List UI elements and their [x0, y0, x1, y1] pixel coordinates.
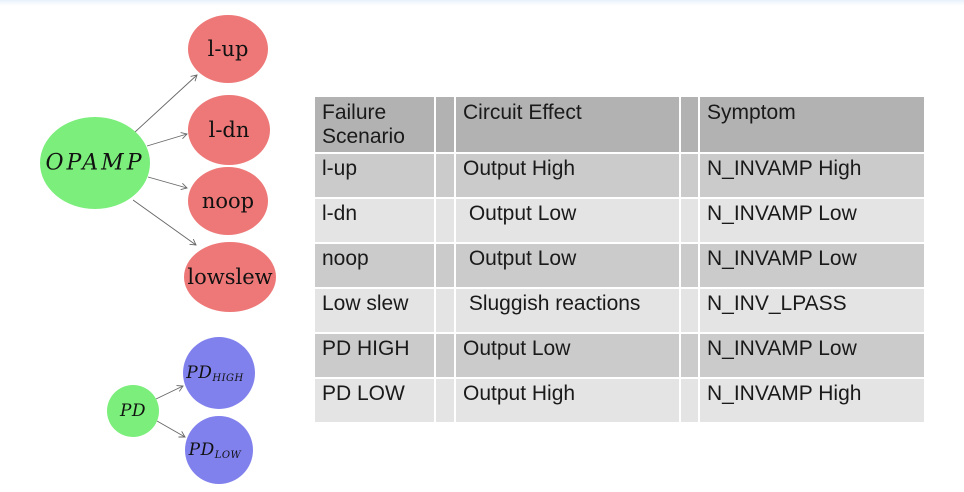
row-spacer-1	[436, 244, 454, 287]
node-pd-low	[185, 416, 253, 484]
header-cell-symptom: Symptom	[700, 97, 924, 152]
edge-opamp-to-noop	[147, 176, 188, 191]
row-spacer-2	[681, 244, 698, 287]
node-label-lowslew: lowslew	[187, 265, 272, 289]
edge-opamp-to-l-up	[134, 74, 198, 133]
row-spacer-2	[681, 289, 698, 332]
node-pd	[107, 385, 159, 437]
cell-symptom: N_INV_LPASS	[700, 289, 924, 332]
cell-scenario: PD HIGH	[315, 334, 434, 377]
header-spacer-1	[436, 97, 454, 152]
node-pd-high	[183, 337, 255, 409]
edge-pd-to-pd-low	[156, 420, 186, 438]
cell-symptom: N_INVAMP Low	[700, 334, 924, 377]
edge-opamp-to-lowslew	[132, 199, 197, 246]
row-spacer-1	[436, 289, 454, 332]
failure-table: Failure Scenario Circuit Effect Symptom l-u…	[315, 97, 924, 422]
cell-effect: Output Low	[456, 244, 679, 287]
cell-scenario: l-dn	[315, 199, 434, 242]
row-spacer-2	[681, 199, 698, 242]
row-spacer-2	[681, 379, 698, 422]
row-spacer-2	[681, 334, 698, 377]
cell-scenario: l-up	[315, 154, 434, 197]
node-l-dn	[188, 95, 270, 165]
cell-effect: Output Low	[456, 334, 679, 377]
node-label-noop: noop	[202, 189, 254, 213]
cell-symptom: N_INVAMP Low	[700, 199, 924, 242]
cell-symptom: N_INVAMP High	[700, 379, 924, 422]
cell-effect: Output Low	[456, 199, 679, 242]
row-spacer-1	[436, 199, 454, 242]
node-label-pd: PD	[119, 401, 146, 421]
cell-effect: Output High	[456, 154, 679, 197]
edge-pd-to-pd-high	[155, 385, 184, 400]
node-label-sub-pd-high: HIGH	[211, 373, 243, 384]
node-label-l-dn: l-dn	[209, 118, 250, 142]
node-lowslew	[184, 242, 276, 312]
header-cell-effect: Circuit Effect	[456, 97, 679, 152]
node-label-sub-pd-low: LOW	[214, 450, 242, 461]
cell-symptom: N_INVAMP High	[700, 154, 924, 197]
node-l-up	[188, 15, 268, 83]
row-spacer-1	[436, 334, 454, 377]
row-spacer-1	[436, 379, 454, 422]
node-label-opamp: OPAMP	[45, 151, 144, 176]
edge-opamp-to-l-dn	[146, 132, 188, 147]
cell-effect: Output High	[456, 379, 679, 422]
header-cell-scenario: Failure Scenario	[315, 97, 434, 152]
row-spacer-2	[681, 154, 698, 197]
node-opamp	[40, 117, 150, 209]
cell-scenario: noop	[315, 244, 434, 287]
cell-scenario: Low slew	[315, 289, 434, 332]
cell-effect: Sluggish reactions	[456, 289, 679, 332]
row-spacer-1	[436, 154, 454, 197]
node-noop	[188, 167, 268, 235]
cell-scenario: PD LOW	[315, 379, 434, 422]
cell-symptom: N_INVAMP Low	[700, 244, 924, 287]
node-label-l-up: l-up	[208, 37, 249, 61]
header-spacer-2	[681, 97, 698, 152]
